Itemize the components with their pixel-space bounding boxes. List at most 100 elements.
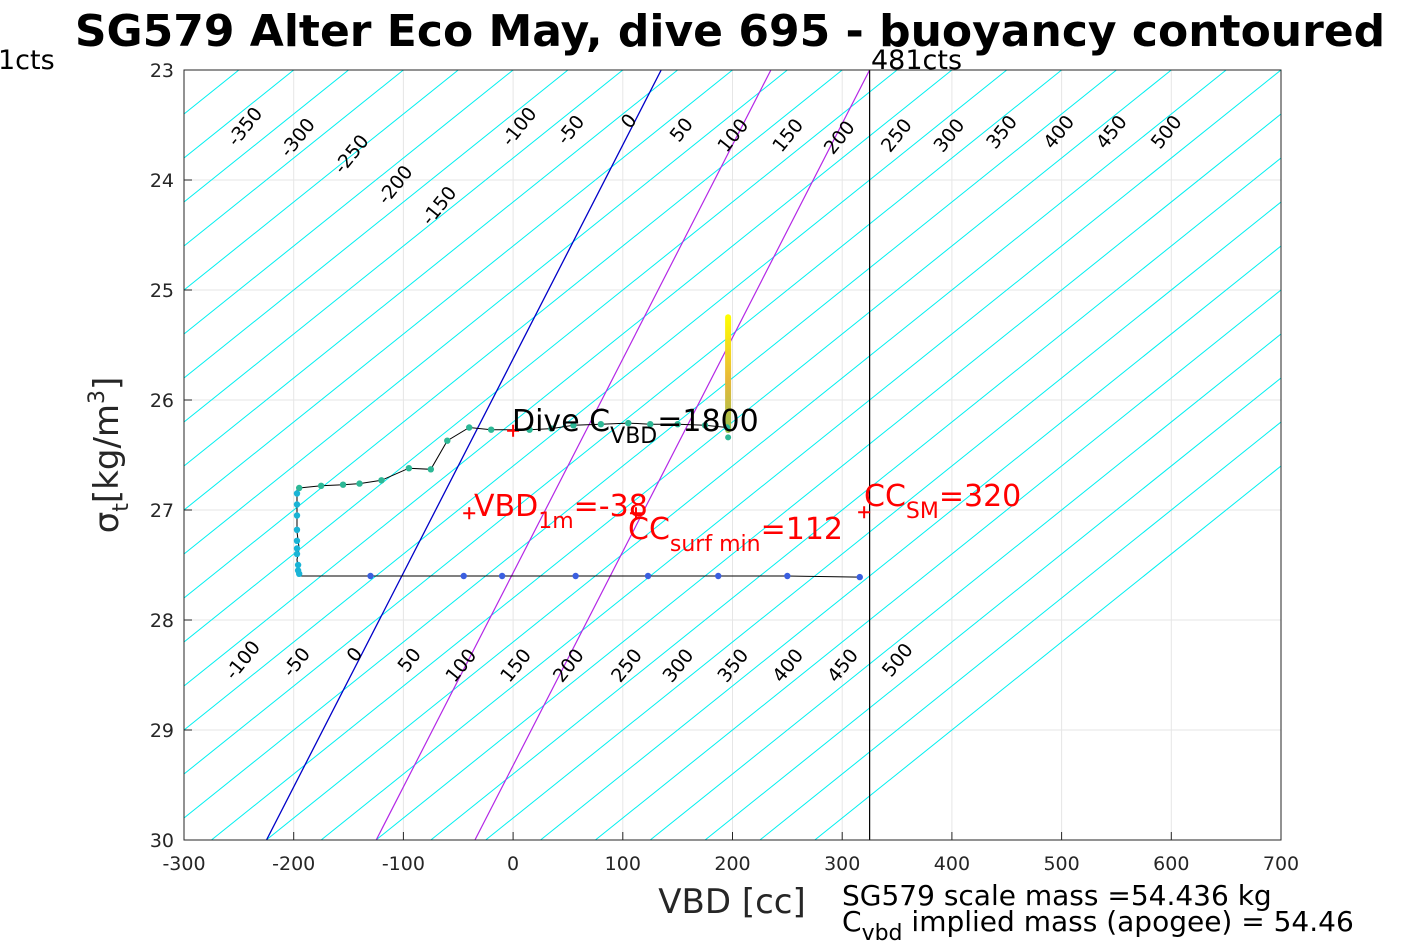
- x-tick-label: -300: [162, 853, 205, 875]
- contour-line: [184, 70, 404, 247]
- dive-point: [356, 480, 363, 487]
- annotation-dive-cvbd-main: Dive C: [512, 404, 610, 439]
- dive-point: [647, 421, 654, 428]
- annotation-dive-cvbd-value: =1800: [657, 404, 758, 439]
- dive-point: [444, 437, 451, 444]
- bottom-point: [293, 501, 301, 508]
- red-plus-marker: [507, 424, 520, 437]
- y-axis-label: σt[kg/m3]: [85, 377, 134, 534]
- footer-implied-mass-main: C: [842, 905, 862, 938]
- annotation-dive-cvbd-sub: VBD: [610, 424, 657, 449]
- annotation-vbd-1m: VBD1m=-38: [474, 489, 648, 534]
- contour-line: [184, 70, 514, 335]
- x-tick-label: 0: [507, 853, 519, 875]
- svg-text:σt[kg/m3]: σt[kg/m3]: [85, 377, 134, 534]
- apogee-bar: [725, 314, 732, 433]
- dive-point: [317, 482, 325, 489]
- footer-scale-mass: SG579 scale mass =54.436 kg: [842, 879, 1272, 912]
- contour-line: [375, 113, 1281, 840]
- footer-implied-mass-sub: vbd: [862, 921, 903, 945]
- y-tick-label: 27: [150, 500, 174, 522]
- y-tick-label: 30: [150, 830, 174, 852]
- vertical-line-label: 481cts: [871, 45, 962, 76]
- annotation-cc-sm-sub: SM: [906, 499, 939, 524]
- y-tick-label: 25: [150, 280, 174, 302]
- climb-point: [572, 572, 579, 580]
- contour-line: [485, 201, 1281, 840]
- bottom-point: [293, 512, 301, 519]
- annotation-vbd-1m-value: =-38: [574, 489, 648, 524]
- x-tick-label: 400: [934, 853, 970, 875]
- contour-line: [0, 70, 19, 840]
- dive-point: [378, 477, 385, 484]
- contour-line: [184, 70, 898, 643]
- climb-point: [498, 572, 506, 580]
- red-plus-marker: [463, 507, 476, 520]
- annotation-cc-surf-min-main: CC: [628, 512, 670, 547]
- contour-line: [184, 70, 733, 511]
- x-tick-label: 700: [1263, 853, 1299, 875]
- y-tick-label: 24: [150, 170, 174, 192]
- x-tick-label: 100: [605, 853, 641, 875]
- axis-ticks: -300 -200 -100 0 100 200 300 400 500 600 700 23 24 25…: [150, 60, 1299, 875]
- annotation-cc-sm: CCSM=320: [864, 479, 1021, 524]
- dive-point: [548, 425, 555, 432]
- contour-line: [0, 70, 74, 840]
- dive-point: [723, 424, 731, 431]
- contour-line: [184, 70, 624, 423]
- contour-line: [184, 70, 459, 291]
- bottom-point: [295, 570, 303, 577]
- dive-point: [526, 426, 533, 433]
- y-axis-label-symbol: σ: [87, 512, 127, 534]
- chart-title: SG579 Alter Eco May, dive 695 - buoyancy…: [75, 6, 1385, 57]
- x-axis-label: VBD [cc]: [658, 882, 806, 922]
- contour-line: [184, 70, 788, 555]
- annotation-vbd-1m-main: VBD: [474, 489, 538, 524]
- y-tick-label: 23: [150, 60, 174, 82]
- contour-line: [184, 70, 1008, 731]
- x-tick-label: 200: [714, 853, 750, 875]
- annotation-cc-sm-main: CC: [864, 479, 906, 514]
- climb-point: [644, 572, 652, 580]
- buoyancy-contours: [0, 70, 1281, 840]
- contour-line: [211, 70, 1172, 840]
- contour-line: [814, 465, 1281, 840]
- dive-point: [339, 481, 347, 488]
- dive-point: [427, 466, 435, 473]
- contour-line: [184, 70, 1062, 775]
- reference-lines: [265, 70, 871, 840]
- y-axis-label-sup: 3: [85, 390, 110, 404]
- bottom-point: [293, 526, 301, 533]
- y-tick-label: 26: [150, 390, 174, 412]
- climb-point: [460, 572, 467, 580]
- dive-point: [625, 419, 632, 427]
- dive-point: [295, 484, 303, 492]
- left-cts-label: 1cts: [0, 45, 55, 76]
- contour-line: [320, 70, 1281, 840]
- footer-implied-mass: Cvbd implied mass (apogee) = 54.46: [842, 905, 1354, 945]
- contour-line: [184, 70, 349, 203]
- contour-line: [759, 421, 1281, 840]
- y-axis-label-sub: t: [109, 503, 134, 512]
- magenta-reference-line: [474, 70, 871, 840]
- bottom-point: [294, 561, 302, 569]
- contour-line: [184, 70, 843, 599]
- contour-line: [265, 70, 1227, 840]
- climb-point: [856, 573, 863, 581]
- climb-point: [367, 572, 374, 580]
- annotation-cc-sm-value: =320: [939, 479, 1021, 514]
- contour-line: [430, 157, 1281, 840]
- annotation-cc-surf-min-sub: surf min: [670, 532, 761, 557]
- x-tick-label: 300: [824, 853, 860, 875]
- climb-point: [715, 572, 722, 580]
- y-axis-label-unit: [kg/m: [87, 404, 127, 503]
- annotation-cc-surf-min: CCsurf min=112: [628, 512, 843, 557]
- dive-point: [597, 421, 605, 428]
- y-tick-label: 29: [150, 720, 174, 742]
- y-axis-label-close: ]: [87, 377, 127, 390]
- bottom-point: [293, 550, 301, 558]
- annotation-dive-cvbd: Dive CVBD=1800: [512, 404, 759, 449]
- x-tick-label: 600: [1153, 853, 1189, 875]
- zero-buoyancy-line: [265, 70, 662, 840]
- contour-line: [595, 289, 1281, 840]
